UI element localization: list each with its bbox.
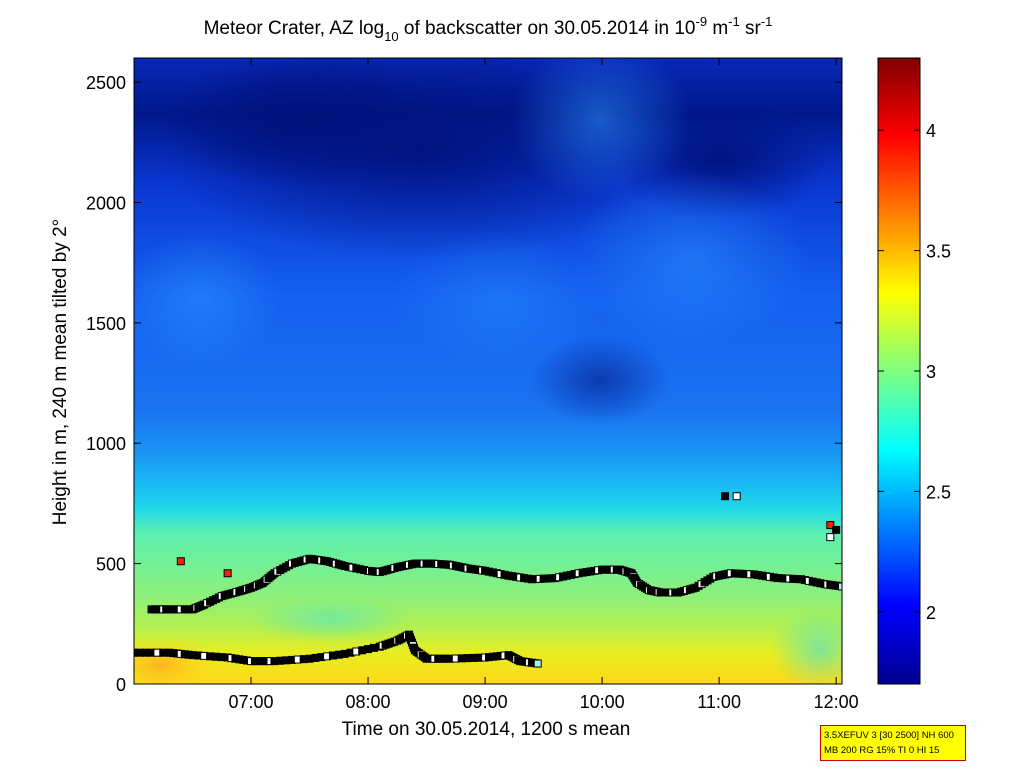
x-tick-label: 11:00: [697, 692, 741, 712]
isolated-point: [176, 557, 185, 566]
x-tick-label: 12:00: [814, 692, 859, 712]
layer-upper-layer: [147, 554, 842, 614]
colorbar-tick-label: 2: [926, 603, 936, 623]
info-line-2: MB 200 RG 15% TI 0 HI 15: [824, 745, 940, 756]
y-tick-label: 2000: [86, 193, 126, 213]
plot-frame: [133, 57, 843, 685]
info-box: 3.5XEFUV 3 [30 2500] NH 600 MB 200 RG 15…: [820, 725, 966, 761]
isolated-points: [176, 492, 841, 578]
x-axis: 07:00 08:00 09:00 10:00 11:00 12:00: [229, 58, 859, 712]
y-tick-label: 1500: [86, 314, 126, 334]
isolated-point: [223, 569, 232, 578]
isolated-point: [720, 492, 729, 501]
colorbar-ticks: 2 2.5 3 3.5 4: [878, 121, 951, 623]
y-tick-label: 1000: [86, 434, 126, 454]
y-axis: 0 500 1000 1500 2000 2500: [86, 73, 842, 695]
y-axis-label: Height in m, 240 m mean tilted by 2°: [50, 219, 71, 525]
x-tick-label: 08:00: [346, 692, 391, 712]
layer-markers: [134, 492, 842, 668]
x-tick-label: 09:00: [463, 692, 508, 712]
y-tick-label: 500: [96, 555, 126, 575]
layer-marker: [838, 582, 842, 591]
x-tick-label: 10:00: [580, 692, 625, 712]
y-tick-label: 0: [116, 675, 126, 695]
layer-marker: [533, 659, 542, 668]
x-tick-label: 07:00: [229, 692, 274, 712]
colorbar-tick-label: 2.5: [926, 482, 951, 502]
y-tick-label: 2500: [86, 73, 126, 93]
colorbar-tick-label: 3: [926, 362, 936, 382]
colorbar: [877, 57, 921, 685]
chart-title: Meteor Crater, AZ log10 of backscatter o…: [204, 14, 773, 44]
heatmap: [134, 58, 842, 684]
colorbar-tick-label: 3.5: [926, 242, 951, 262]
layer-lower-layer: [134, 630, 542, 668]
x-axis-label: Time on 30.05.2014, 1200 s mean: [342, 719, 631, 740]
isolated-point: [826, 533, 835, 542]
isolated-point: [826, 521, 835, 530]
isolated-point: [732, 492, 741, 501]
colorbar-tick-label: 4: [926, 121, 936, 141]
isolated-point: [832, 525, 841, 534]
info-line-1: 3.5XEFUV 3 [30 2500] NH 600: [824, 730, 954, 741]
